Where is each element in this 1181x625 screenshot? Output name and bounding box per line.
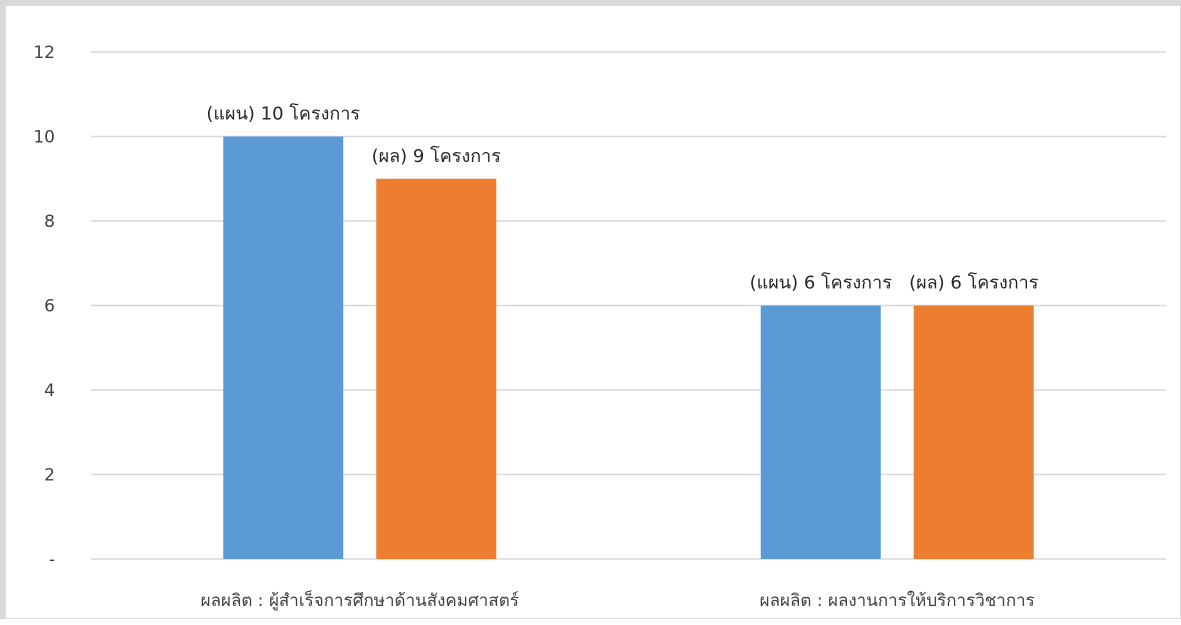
data-label: (ผล) 9 โครงการ xyxy=(372,145,502,167)
x-category-label: ผลผลิต : ผลงานการให้บริการวิชาการ xyxy=(760,590,1035,611)
data-label: (แผน) 6 โครงการ xyxy=(750,272,893,294)
data-labels: (แผน) 10 โครงการ (ผล) 9 โครงการ (แผน) 6 โค… xyxy=(206,103,1038,294)
bar-series2-cat1[interactable] xyxy=(376,178,497,559)
y-tick-label: 12 xyxy=(33,43,55,63)
bar-series1-cat2[interactable] xyxy=(760,305,881,560)
data-label: (ผล) 6 โครงการ xyxy=(909,272,1039,294)
y-tick-label: 10 xyxy=(33,128,55,148)
y-tick-label: - xyxy=(49,550,55,570)
x-category-label: ผลผลิต : ผู้สำเร็จการศึกษาด้านสังคมศาสตร… xyxy=(201,589,519,611)
bars xyxy=(223,136,1034,560)
bar-series1-cat1[interactable] xyxy=(223,136,344,560)
y-axis-ticks: - 2 4 6 8 10 12 xyxy=(33,43,55,570)
bar-series2-cat2[interactable] xyxy=(913,305,1034,560)
x-axis-categories: ผลผลิต : ผู้สำเร็จการศึกษาด้านสังคมศาสตร… xyxy=(201,589,1035,611)
y-tick-label: 4 xyxy=(44,381,55,401)
bar-chart: - 2 4 6 8 10 12 (แผน) 10 โครงการ (ผล) 9 โครงการ… xyxy=(33,43,1166,611)
data-label: (แผน) 10 โครงการ xyxy=(206,103,360,125)
y-tick-label: 8 xyxy=(44,212,55,232)
y-tick-label: 2 xyxy=(44,466,55,486)
y-tick-label: 6 xyxy=(44,297,55,317)
